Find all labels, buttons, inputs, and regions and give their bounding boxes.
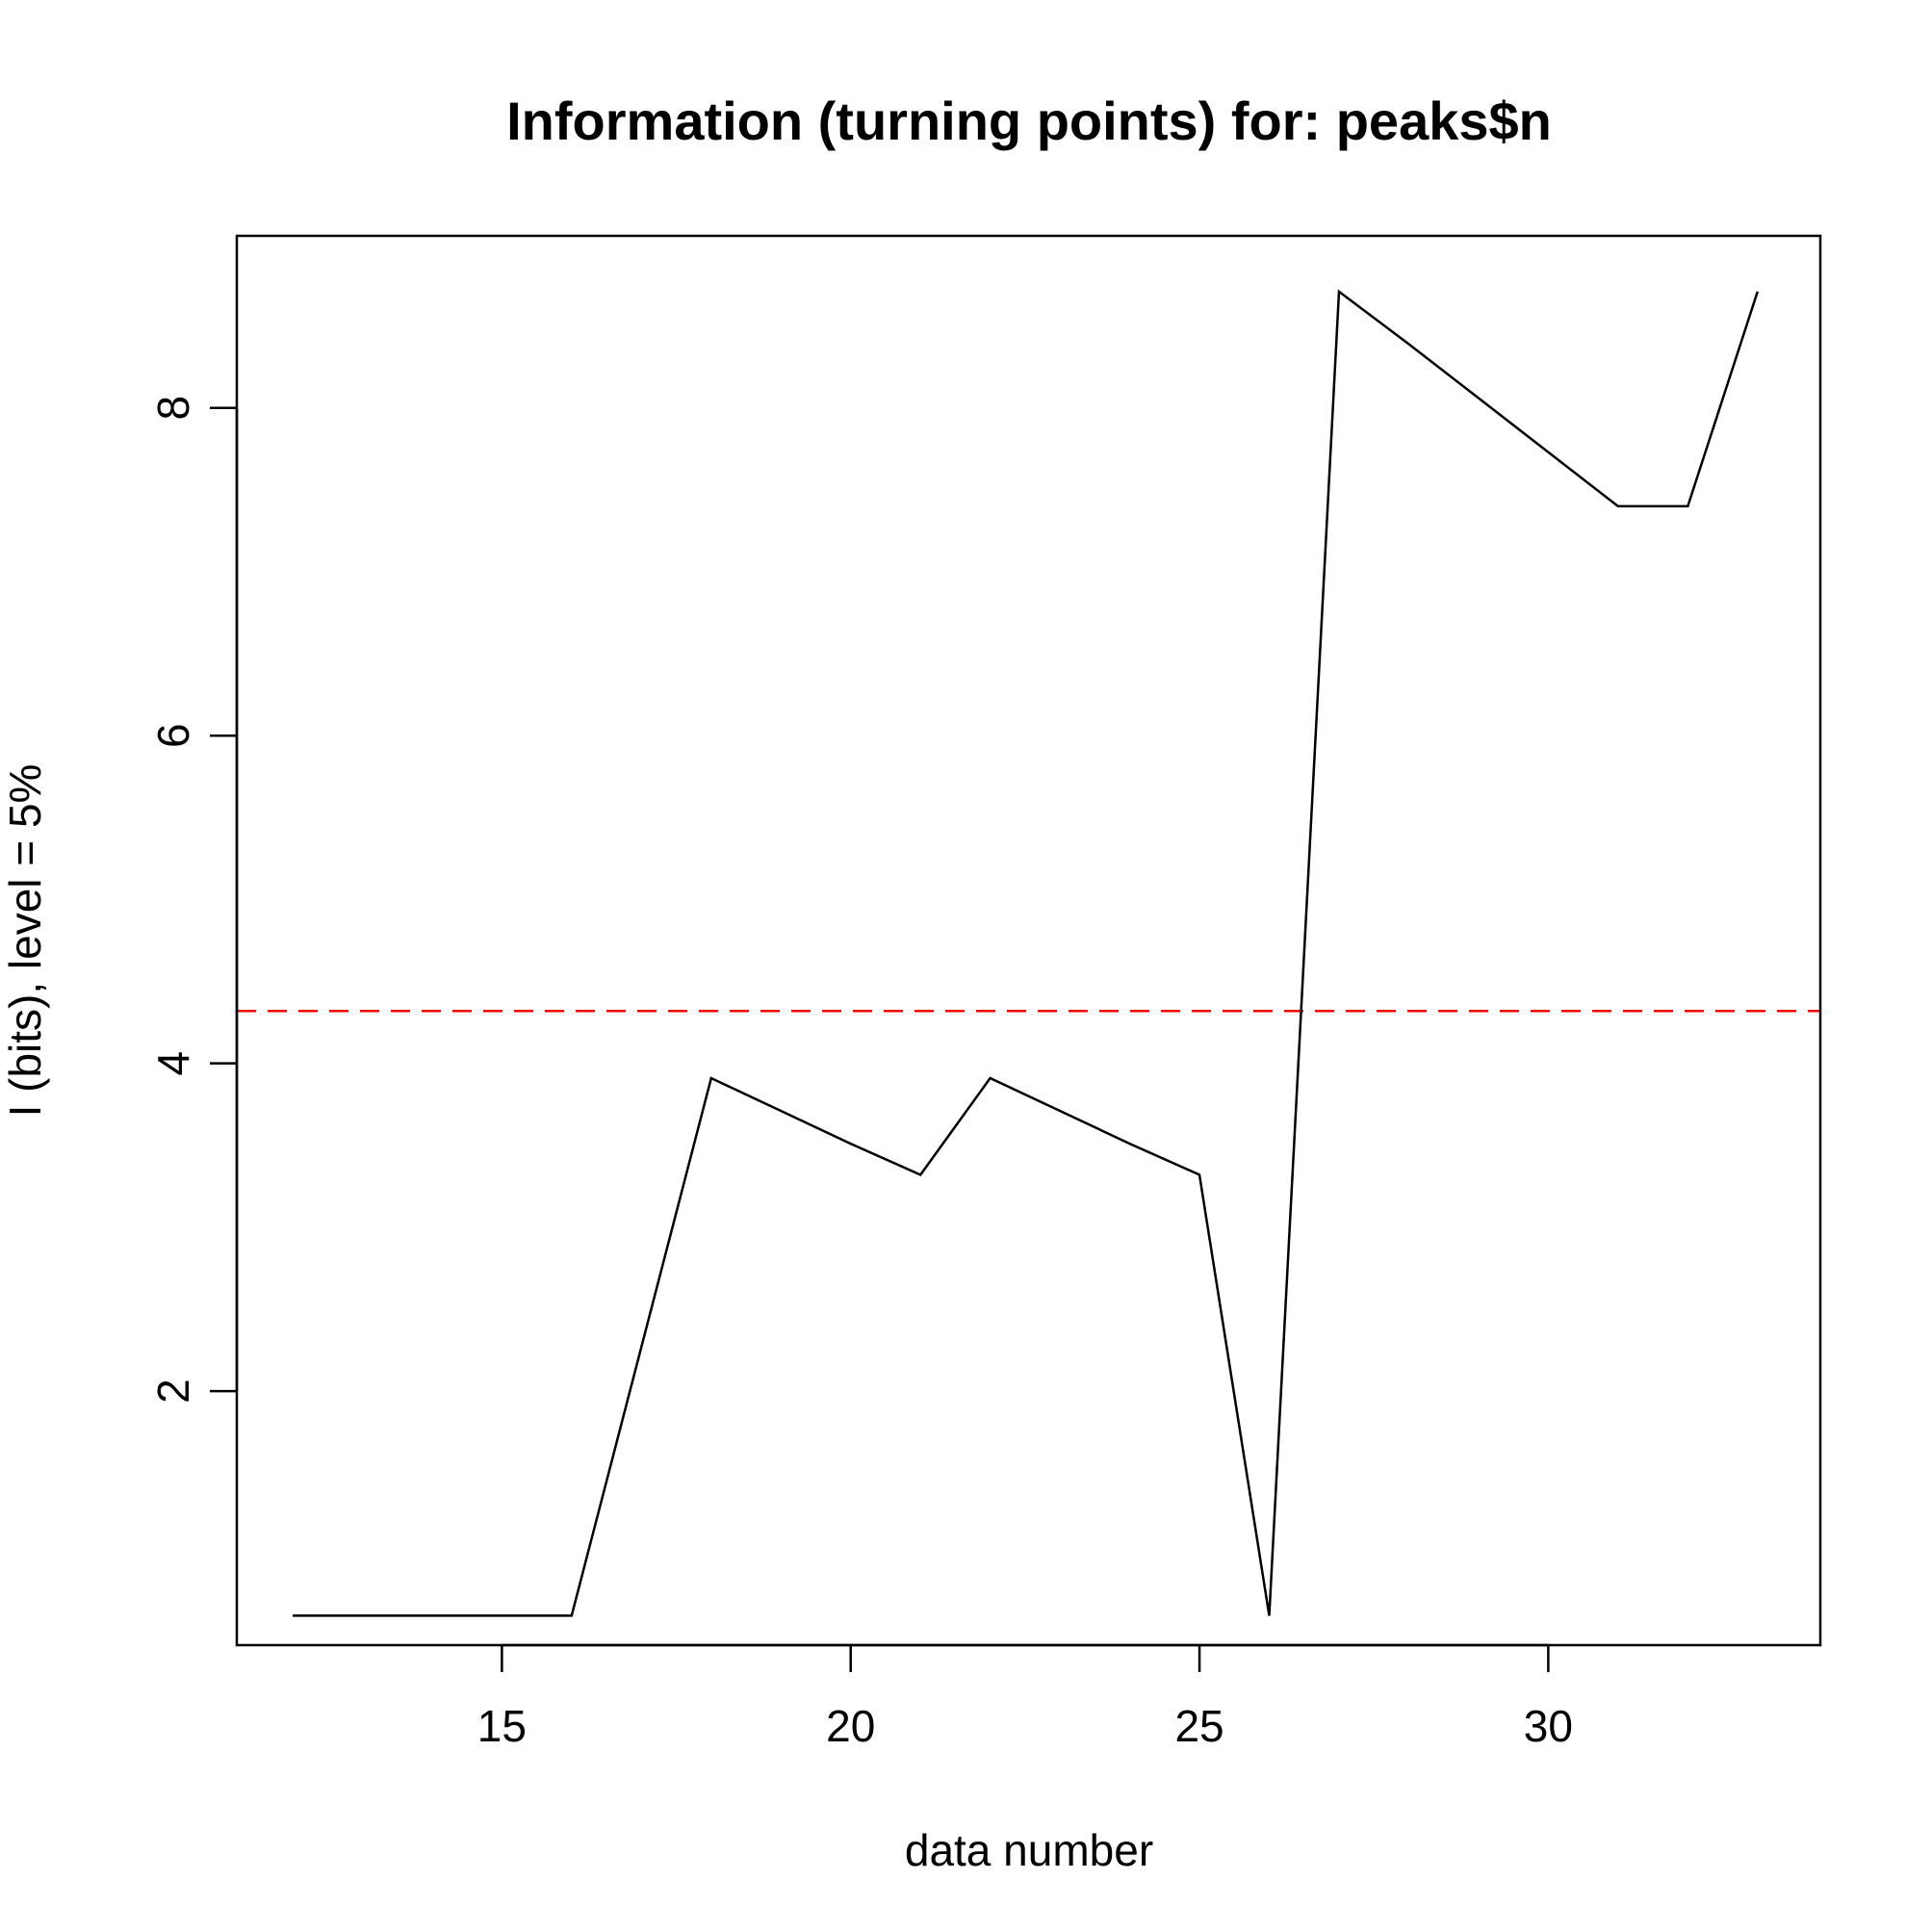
chart-title: Information (turning points) for: peaks$… <box>506 90 1552 151</box>
x-tick-label: 25 <box>1174 1701 1224 1751</box>
plot-area <box>237 289 1820 1617</box>
x-axis-label: data number <box>905 1825 1153 1875</box>
y-tick-label: 8 <box>148 396 198 421</box>
y-tick-label: 6 <box>148 723 198 748</box>
x-tick-label: 15 <box>477 1701 527 1751</box>
x-axis: 15 20 25 30 <box>477 1643 1573 1751</box>
y-tick-label: 2 <box>148 1378 198 1404</box>
x-tick-label: 20 <box>826 1701 875 1751</box>
series-line <box>293 289 1759 1617</box>
y-axis-label: I (bits), level = 5% <box>0 764 50 1118</box>
y-axis: 2 4 6 8 <box>148 396 239 1404</box>
x-tick-label: 30 <box>1524 1701 1573 1751</box>
y-tick-label: 4 <box>148 1051 198 1076</box>
